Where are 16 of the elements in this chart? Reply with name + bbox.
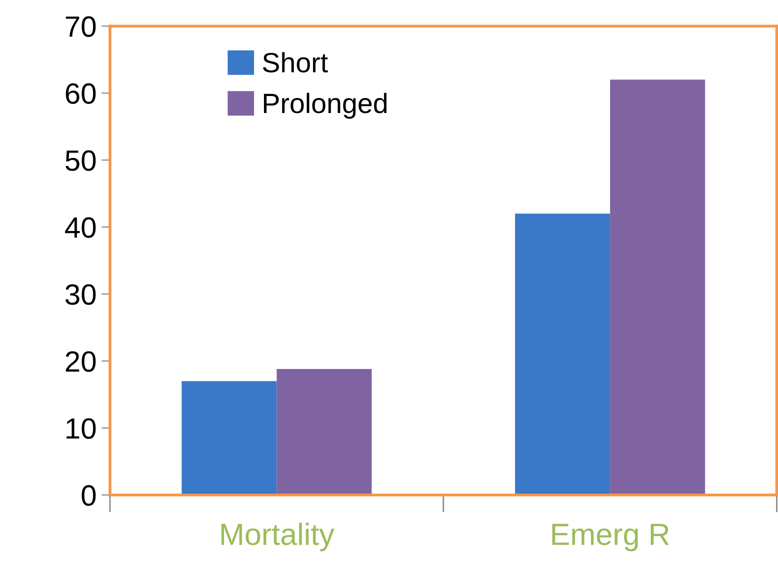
y-tick-label: 10 <box>66 418 96 439</box>
y-tick-label: 60 <box>66 83 96 104</box>
y-tick-label: 70 <box>66 16 96 37</box>
bar <box>610 80 706 495</box>
y-tick-label: 20 <box>66 351 96 372</box>
legend-label: Short <box>262 52 328 72</box>
x-tick-label: Mortality <box>221 522 334 552</box>
y-tick-label: 0 <box>82 485 96 506</box>
legend-label: Prolonged <box>264 92 387 119</box>
bar <box>515 214 610 495</box>
x-tick-label: Emerg R <box>552 524 669 552</box>
y-tick-label: 50 <box>66 150 96 171</box>
y-tick-label: 40 <box>65 217 96 238</box>
y-tick-label: 30 <box>65 284 96 305</box>
bar <box>182 381 277 495</box>
bar <box>276 369 372 495</box>
